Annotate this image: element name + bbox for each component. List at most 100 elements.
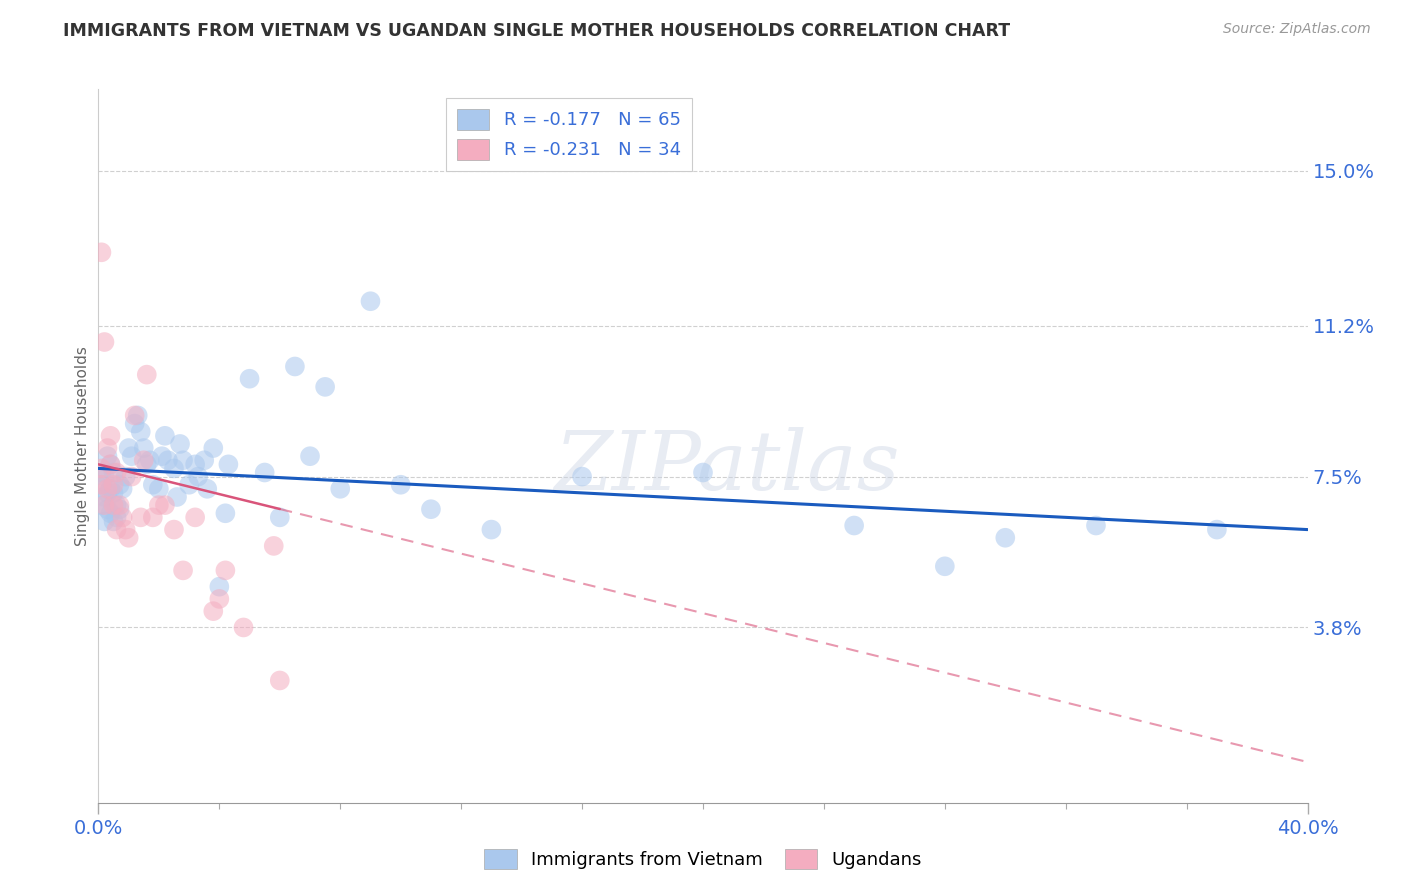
Point (329, 482, 352, 496)
Point (195, 482, 218, 496)
Point (217, 458, 239, 472)
Point (166, 490, 188, 504)
Point (121, 449, 143, 463)
Point (135, 368, 157, 382)
Text: ZIPatlas: ZIPatlas (554, 427, 900, 508)
Point (202, 441, 225, 455)
Text: IMMIGRANTS FROM VIETNAM VS UGANDAN SINGLE MOTHER HOUSEHOLDS CORRELATION CHART: IMMIGRANTS FROM VIETNAM VS UGANDAN SINGL… (63, 22, 1011, 40)
Point (934, 559, 956, 574)
Point (103, 486, 125, 500)
Point (172, 563, 194, 577)
Point (299, 449, 322, 463)
Point (90, 477, 112, 491)
Point (121, 469, 143, 483)
Point (105, 510, 128, 524)
Point (208, 580, 231, 594)
Point (150, 449, 173, 463)
Point (118, 441, 141, 455)
Point (187, 469, 209, 483)
Point (232, 620, 254, 634)
Point (163, 523, 186, 537)
Point (129, 510, 152, 524)
Point (90, 461, 112, 475)
Point (135, 458, 157, 472)
Point (153, 429, 176, 443)
Point (132, 453, 155, 467)
Point (118, 531, 141, 545)
Point (105, 466, 128, 480)
Point (90, 498, 112, 512)
Point (96, 441, 118, 455)
Point (142, 477, 165, 491)
Point (96, 482, 118, 496)
Point (100, 506, 122, 520)
Point (184, 458, 207, 472)
Text: Source: ZipAtlas.com: Source: ZipAtlas.com (1223, 22, 1371, 37)
Point (111, 482, 134, 496)
Legend: R = -0.177   N = 65, R = -0.231   N = 34: R = -0.177 N = 65, R = -0.231 N = 34 (446, 98, 692, 170)
Legend: Immigrants from Vietnam, Ugandans: Immigrants from Vietnam, Ugandans (475, 839, 931, 879)
Point (93, 469, 115, 483)
Point (269, 673, 291, 688)
Point (90, 245, 112, 260)
Point (153, 498, 176, 512)
Point (96, 449, 118, 463)
Point (100, 458, 122, 472)
Point (208, 591, 231, 606)
Point (214, 506, 236, 520)
Point (108, 477, 131, 491)
Point (179, 477, 201, 491)
Point (148, 498, 170, 512)
Point (93, 515, 115, 529)
Point (1085, 518, 1108, 533)
Point (129, 425, 152, 439)
Point (100, 429, 122, 443)
Point (111, 510, 134, 524)
Point (142, 510, 165, 524)
Point (90, 477, 112, 491)
Point (103, 515, 125, 529)
Point (360, 294, 382, 309)
Point (96, 502, 118, 516)
Point (239, 372, 262, 386)
Point (214, 563, 236, 577)
Point (269, 510, 291, 524)
Point (124, 417, 146, 431)
Point (314, 380, 336, 394)
Point (1206, 523, 1229, 537)
Point (127, 409, 149, 423)
Point (193, 453, 215, 467)
Point (156, 453, 179, 467)
Point (96, 486, 118, 500)
Point (202, 604, 225, 618)
Point (420, 502, 443, 516)
Point (253, 466, 276, 480)
Point (481, 523, 503, 537)
Point (172, 453, 194, 467)
Point (103, 477, 125, 491)
Point (93, 490, 115, 504)
Y-axis label: Single Mother Households: Single Mother Households (75, 346, 90, 546)
Point (114, 469, 136, 483)
Point (105, 523, 128, 537)
Point (263, 539, 285, 553)
Point (114, 523, 136, 537)
Point (93, 334, 115, 349)
Point (163, 461, 186, 475)
Point (692, 466, 714, 480)
Point (105, 498, 128, 512)
Point (90, 466, 112, 480)
Point (108, 498, 131, 512)
Point (994, 531, 1017, 545)
Point (93, 498, 115, 512)
Point (844, 518, 866, 533)
Point (100, 458, 122, 472)
Point (571, 469, 593, 483)
Point (389, 477, 412, 491)
Point (139, 453, 162, 467)
Point (169, 437, 191, 451)
Point (124, 409, 146, 423)
Point (284, 359, 307, 374)
Point (148, 482, 170, 496)
Point (108, 502, 131, 516)
